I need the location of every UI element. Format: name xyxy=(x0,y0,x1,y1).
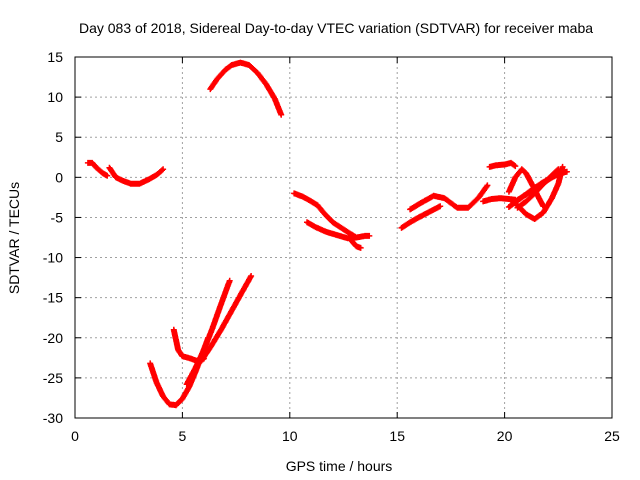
y-tick-label: -25 xyxy=(43,370,63,386)
series-arc-3 xyxy=(207,59,285,118)
series-arc-2 xyxy=(106,164,167,187)
series-arc-1 xyxy=(84,159,111,179)
y-tick-label: -30 xyxy=(43,410,63,426)
data-point-markers xyxy=(349,238,364,251)
y-axis-label: SDTVAR / TECUs xyxy=(6,182,22,294)
series-arc-10 xyxy=(349,238,364,251)
y-tick-label: 0 xyxy=(55,169,63,185)
x-tick-label: 0 xyxy=(71,428,79,444)
y-tick-label: -5 xyxy=(51,209,64,225)
y-tick-label: 5 xyxy=(55,129,63,145)
series-arc-19 xyxy=(514,166,562,211)
series-arc-8 xyxy=(291,190,360,241)
y-tick-label: -10 xyxy=(43,250,63,266)
data-point-markers xyxy=(84,159,111,179)
x-tick-label: 25 xyxy=(604,428,620,444)
data-point-markers xyxy=(514,166,562,211)
y-tick-label: -20 xyxy=(43,330,63,346)
y-tick-label: 15 xyxy=(47,49,63,65)
series-arc-11 xyxy=(398,203,444,231)
series-arc-9 xyxy=(304,219,373,242)
data-point-markers xyxy=(291,190,360,241)
data-points xyxy=(84,59,570,409)
plot-frame xyxy=(74,56,613,419)
data-point-markers xyxy=(486,159,519,170)
chart-title: Day 083 of 2018, Sidereal Day-to-day VTE… xyxy=(79,20,593,36)
series-arc-6 xyxy=(183,277,233,388)
x-tick-label: 10 xyxy=(282,428,298,444)
data-point-markers xyxy=(198,273,255,364)
y-tick-label: -15 xyxy=(43,290,63,306)
series-arc-7 xyxy=(198,273,255,364)
x-tick-label: 5 xyxy=(179,428,187,444)
series-arc-12 xyxy=(407,182,491,213)
data-point-markers xyxy=(183,277,233,388)
data-point-markers xyxy=(106,164,167,187)
data-point-markers xyxy=(207,59,285,118)
series-arc-14 xyxy=(486,159,519,170)
y-tick-label: 10 xyxy=(47,89,63,105)
x-axis-label: GPS time / hours xyxy=(286,458,393,474)
x-tick-label: 15 xyxy=(389,428,405,444)
data-point-markers xyxy=(407,182,491,213)
tick-labels: 0 5 10 15 20 25 -30 -25 -20 -15 -10 -5 0 5 10 15 xyxy=(43,49,620,444)
data-point-markers xyxy=(398,203,444,231)
x-tick-label: 20 xyxy=(497,428,513,444)
data-point-markers xyxy=(304,219,373,242)
